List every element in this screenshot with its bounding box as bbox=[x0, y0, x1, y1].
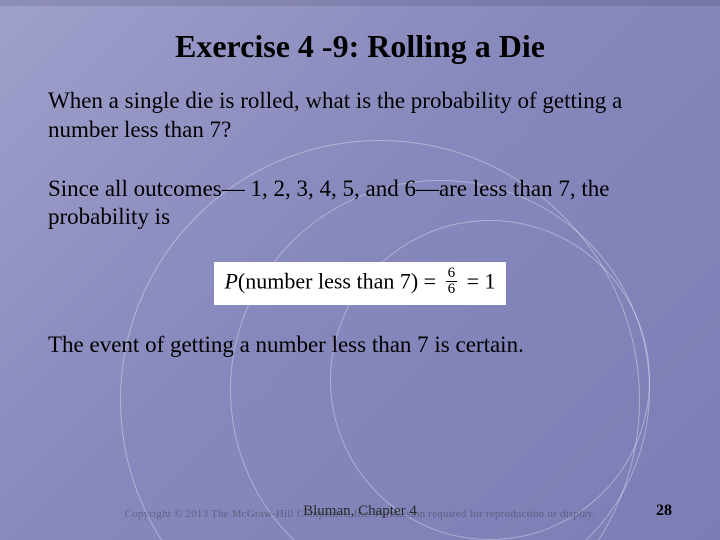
top-strip bbox=[0, 0, 720, 6]
equation: P(number less than 7) = 6 6 = 1 bbox=[214, 262, 505, 305]
equation-func: P bbox=[224, 269, 237, 294]
fraction-numerator: 6 bbox=[446, 266, 458, 281]
slide: Exercise 4 -9: Rolling a Die When a sing… bbox=[0, 0, 720, 540]
conclusion-paragraph: The event of getting a number less than … bbox=[48, 331, 672, 360]
fraction: 6 6 bbox=[446, 266, 458, 297]
content-area: Exercise 4 -9: Rolling a Die When a sing… bbox=[48, 28, 672, 390]
explanation-paragraph: Since all outcomes— 1, 2, 3, 4, 5, and 6… bbox=[48, 175, 672, 233]
paren-close: ) bbox=[411, 269, 418, 294]
fraction-denominator: 6 bbox=[446, 281, 458, 297]
slide-title: Exercise 4 -9: Rolling a Die bbox=[48, 28, 672, 65]
footer-center: Bluman, Chapter 4 bbox=[0, 503, 720, 520]
equation-arg: number less than 7 bbox=[245, 269, 411, 294]
equals-sign: = bbox=[467, 269, 485, 294]
page-number: 28 bbox=[656, 502, 672, 520]
equals-sign: = bbox=[424, 269, 442, 294]
question-paragraph: When a single die is rolled, what is the… bbox=[48, 87, 672, 145]
equation-rhs: 1 bbox=[485, 269, 496, 294]
equation-container: P(number less than 7) = 6 6 = 1 bbox=[48, 262, 672, 305]
